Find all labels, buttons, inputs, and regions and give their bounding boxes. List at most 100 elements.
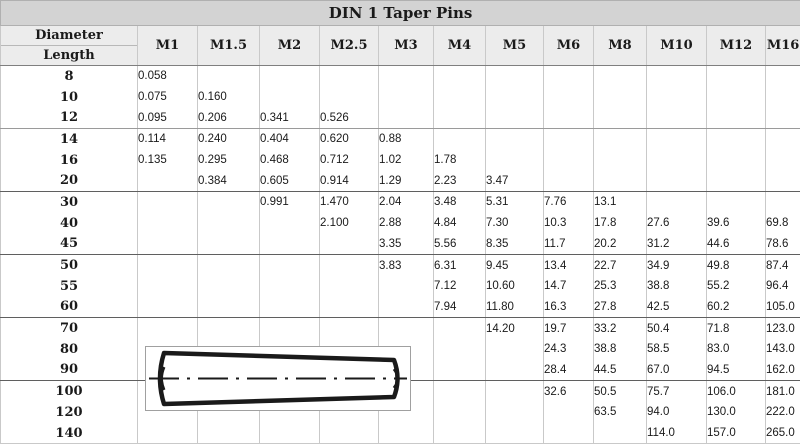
value-cell — [198, 276, 260, 297]
value-cell: 16.3 — [544, 297, 594, 318]
value-cell — [707, 87, 766, 108]
value-cell — [486, 87, 544, 108]
value-cell: 94.5 — [707, 360, 766, 381]
value-cell: 11.7 — [544, 234, 594, 255]
value-cell: 1.78 — [434, 150, 486, 171]
value-cell — [486, 381, 544, 402]
column-header: M3 — [379, 26, 434, 66]
value-cell — [544, 150, 594, 171]
value-cell: 32.6 — [544, 381, 594, 402]
value-cell: 265.0 — [766, 423, 800, 444]
value-cell: 50.5 — [594, 381, 647, 402]
value-cell: 34.9 — [647, 255, 707, 276]
value-cell: 27.6 — [647, 213, 707, 234]
taper-pin-figure — [145, 346, 411, 411]
value-cell — [320, 66, 379, 87]
value-cell — [260, 213, 320, 234]
value-cell: 0.605 — [260, 170, 320, 191]
value-cell: 22.7 — [594, 255, 647, 276]
value-cell — [594, 150, 647, 171]
value-cell — [320, 423, 379, 444]
column-header: M12 — [707, 26, 766, 66]
value-cell: 0.384 — [198, 170, 260, 191]
value-cell — [379, 107, 434, 128]
value-cell — [594, 170, 647, 191]
value-cell: 24.3 — [544, 339, 594, 360]
value-cell: 60.2 — [707, 297, 766, 318]
value-cell: 38.8 — [594, 339, 647, 360]
value-cell — [198, 255, 260, 276]
length-cell: 60 — [1, 297, 138, 318]
value-cell: 105.0 — [766, 297, 800, 318]
value-cell: 42.5 — [647, 297, 707, 318]
value-cell: 13.1 — [594, 192, 647, 213]
value-cell: 1.02 — [379, 150, 434, 171]
value-cell: 49.8 — [707, 255, 766, 276]
value-cell — [198, 297, 260, 318]
value-cell: 96.4 — [766, 276, 800, 297]
value-cell: 4.84 — [434, 213, 486, 234]
value-cell: 33.2 — [594, 318, 647, 339]
value-cell: 44.5 — [594, 360, 647, 381]
value-cell — [707, 150, 766, 171]
value-cell — [544, 87, 594, 108]
value-cell — [320, 276, 379, 297]
value-cell — [138, 297, 198, 318]
column-header: M4 — [434, 26, 486, 66]
length-cell: 55 — [1, 276, 138, 297]
value-cell — [766, 170, 800, 191]
value-cell: 2.23 — [434, 170, 486, 191]
value-cell: 25.3 — [594, 276, 647, 297]
value-cell — [594, 107, 647, 128]
value-cell: 181.0 — [766, 381, 800, 402]
value-cell: 7.30 — [486, 213, 544, 234]
column-header: M2.5 — [320, 26, 379, 66]
value-cell — [379, 423, 434, 444]
value-cell: 7.76 — [544, 192, 594, 213]
value-cell — [260, 87, 320, 108]
value-cell — [434, 107, 486, 128]
value-cell: 106.0 — [707, 381, 766, 402]
table-title: DIN 1 Taper Pins — [1, 1, 800, 26]
value-cell: 0.295 — [198, 150, 260, 171]
value-cell — [198, 192, 260, 213]
value-cell: 1.29 — [379, 170, 434, 191]
value-cell — [707, 170, 766, 191]
value-cell — [594, 423, 647, 444]
value-cell: 38.8 — [647, 276, 707, 297]
value-cell: 17.8 — [594, 213, 647, 234]
value-cell — [544, 170, 594, 191]
value-cell: 31.2 — [647, 234, 707, 255]
value-cell — [647, 170, 707, 191]
value-cell — [320, 234, 379, 255]
value-cell — [260, 255, 320, 276]
value-cell — [198, 66, 260, 87]
value-cell — [260, 276, 320, 297]
value-cell — [707, 66, 766, 87]
value-cell — [138, 255, 198, 276]
value-cell — [138, 213, 198, 234]
value-cell: 0.404 — [260, 129, 320, 150]
value-cell — [138, 318, 198, 339]
value-cell: 0.88 — [379, 129, 434, 150]
value-cell — [434, 318, 486, 339]
length-cell: 50 — [1, 255, 138, 276]
value-cell: 8.35 — [486, 234, 544, 255]
value-cell — [766, 87, 800, 108]
value-cell — [138, 170, 198, 191]
value-cell: 0.240 — [198, 129, 260, 150]
value-cell — [260, 423, 320, 444]
length-cell: 70 — [1, 318, 138, 339]
value-cell: 1.470 — [320, 192, 379, 213]
value-cell: 50.4 — [647, 318, 707, 339]
value-cell: 5.56 — [434, 234, 486, 255]
value-cell: 143.0 — [766, 339, 800, 360]
value-cell — [486, 339, 544, 360]
value-cell — [434, 360, 486, 381]
length-cell: 40 — [1, 213, 138, 234]
